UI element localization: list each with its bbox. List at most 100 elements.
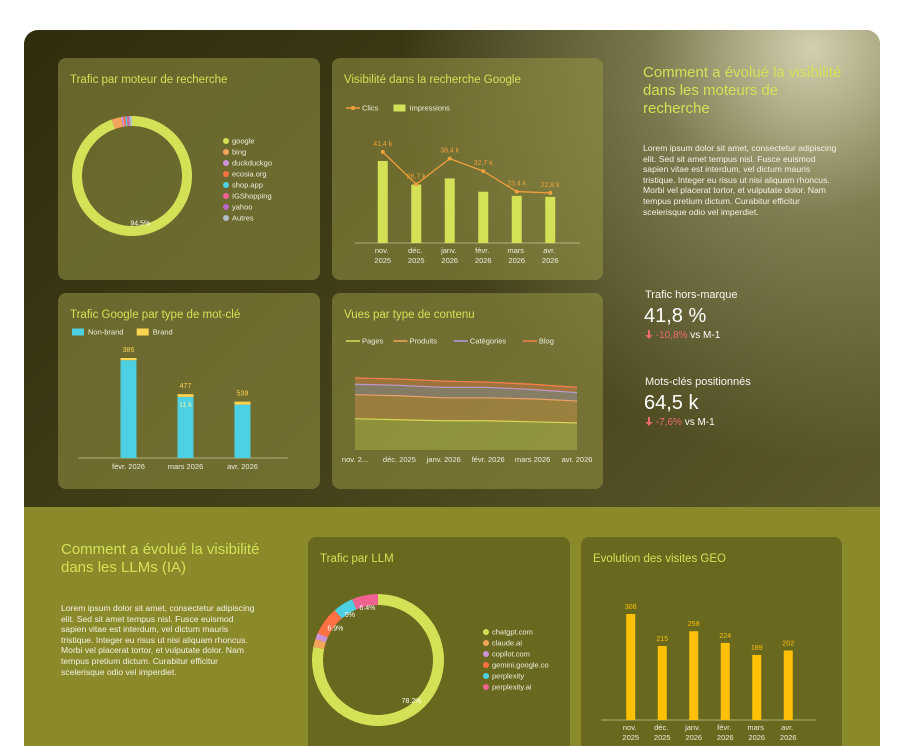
donut-segment bbox=[352, 594, 378, 610]
x-tick-label: déc. 2025 bbox=[383, 455, 416, 464]
x-tick-label: déc. 2025 bbox=[408, 246, 425, 265]
kpi-compare: vs M-1 bbox=[684, 417, 715, 428]
line-marker bbox=[447, 156, 452, 161]
line-marker bbox=[380, 150, 385, 154]
bar bbox=[720, 642, 730, 720]
legend-label: Autres bbox=[232, 214, 254, 223]
donut-segment bbox=[334, 599, 357, 619]
legend-label: IGShopping bbox=[232, 192, 272, 201]
data-label: 26,7 k bbox=[407, 173, 427, 180]
legend-label: copilot.com bbox=[492, 650, 530, 659]
legend-label: google bbox=[232, 137, 255, 146]
area-line bbox=[354, 394, 578, 402]
legend-label: Pages bbox=[362, 337, 384, 346]
x-tick-label: janv. 2026 bbox=[440, 246, 458, 265]
legend-label: Non-brand bbox=[88, 328, 123, 337]
data-label: 11 k bbox=[179, 402, 192, 409]
area bbox=[355, 378, 577, 393]
kpi-value: 41,8 % bbox=[644, 305, 707, 327]
donut-segment bbox=[123, 116, 127, 127]
chart-title: Visibilité dans la recherche Google bbox=[344, 74, 521, 86]
data-label: 189 bbox=[751, 645, 763, 652]
legend-label: duckduckgo bbox=[232, 159, 272, 168]
legend-label: shop.app bbox=[232, 181, 263, 190]
card: Trafic Google par type de mot-clé Non-bra… bbox=[58, 293, 320, 489]
card: Visibilité dans la recherche Google Clics… bbox=[332, 58, 603, 280]
data-label: 386 bbox=[123, 347, 135, 354]
x-tick-label: févr. 2026 bbox=[472, 455, 505, 464]
x-tick-label: avr. 2026 bbox=[227, 462, 258, 471]
data-label: 22,8 k bbox=[541, 182, 561, 189]
legend-label: claude.ai bbox=[492, 639, 522, 648]
legend-swatch bbox=[483, 662, 489, 668]
legend-swatch bbox=[483, 673, 489, 679]
card: Trafic par moteur de recherche 94.5% googl… bbox=[58, 58, 320, 280]
legend-swatch bbox=[223, 182, 229, 188]
legend-label: Brand bbox=[153, 328, 173, 337]
chart: Vues par type de contenu Pages Produits Cat… bbox=[342, 309, 593, 464]
bar-segment bbox=[120, 360, 137, 458]
line-marker bbox=[414, 182, 419, 187]
data-label: 224 bbox=[719, 633, 731, 640]
bar bbox=[752, 654, 762, 720]
legend-swatch bbox=[223, 215, 229, 221]
section-title: Comment a évolué la visibilité dans les … bbox=[643, 64, 842, 117]
data-label: 308 bbox=[625, 604, 637, 611]
down-arrow-icon bbox=[645, 417, 653, 426]
bar-segment bbox=[177, 396, 194, 458]
x-tick-label: avr. 2026 bbox=[562, 455, 593, 464]
legend-swatch bbox=[223, 171, 229, 177]
bar bbox=[545, 196, 556, 243]
donut-segment bbox=[128, 116, 130, 127]
data-label: 202 bbox=[782, 640, 794, 647]
x-tick-label: nov. 2025 bbox=[622, 723, 639, 742]
chart: Trafic par moteur de recherche 94.5% googl… bbox=[70, 74, 272, 236]
data-label: 6.4% bbox=[359, 605, 375, 612]
line-marker bbox=[548, 190, 553, 195]
x-tick-label: déc. 2025 bbox=[654, 723, 671, 742]
x-tick-label: mars 2026 bbox=[747, 723, 766, 742]
area-line bbox=[354, 383, 578, 394]
legend-swatch bbox=[223, 204, 229, 210]
line-marker bbox=[481, 169, 486, 174]
legend-label: perplexity.ai bbox=[492, 683, 532, 692]
area bbox=[355, 418, 577, 450]
chart-title: Trafic par moteur de recherche bbox=[70, 74, 227, 86]
legend-label: gemini.google.co bbox=[492, 661, 549, 670]
down-arrow-icon bbox=[645, 330, 653, 339]
legend-label: Produits bbox=[410, 337, 438, 346]
legend-label: perplexity bbox=[492, 672, 524, 681]
legend-swatch bbox=[483, 640, 489, 646]
bar bbox=[444, 178, 455, 243]
area-line bbox=[354, 418, 578, 424]
data-label: 215 bbox=[656, 636, 668, 643]
legend-label: Clics bbox=[362, 104, 378, 113]
bar bbox=[511, 195, 522, 243]
bar bbox=[411, 184, 422, 243]
kpi-label: Trafic hors-marque bbox=[645, 289, 738, 301]
bar bbox=[689, 631, 699, 720]
legend-swatch bbox=[483, 684, 489, 690]
bar bbox=[478, 191, 489, 243]
legend-swatch bbox=[136, 328, 149, 336]
kpi-delta: -10,8% vs M-1 bbox=[645, 330, 720, 341]
data-label: 23,4 k bbox=[507, 181, 527, 188]
kpi-compare: vs M-1 bbox=[690, 330, 721, 341]
card: Vues par type de contenu Pages Produits Cat… bbox=[332, 293, 603, 489]
bar bbox=[783, 650, 793, 720]
legend-label: bing bbox=[232, 148, 246, 157]
x-tick-label: avr. 2026 bbox=[542, 246, 559, 265]
data-label: 38,4 k bbox=[440, 148, 460, 155]
data-label: 6.9% bbox=[327, 625, 343, 632]
section-text: Lorem ipsum dolor sit amet, consectetur … bbox=[61, 603, 255, 677]
x-tick-label: nov. 2025 bbox=[374, 246, 391, 265]
data-label: 5% bbox=[345, 612, 355, 619]
x-tick-label: mars 2026 bbox=[515, 455, 550, 464]
data-label: 539 bbox=[237, 391, 249, 398]
line-marker bbox=[514, 189, 519, 194]
kpi-value: 64,5 k bbox=[644, 392, 699, 414]
legend-label: chatgpt.com bbox=[492, 628, 533, 637]
legend-swatch bbox=[72, 328, 84, 336]
x-tick-label: avr. 2026 bbox=[780, 723, 797, 742]
